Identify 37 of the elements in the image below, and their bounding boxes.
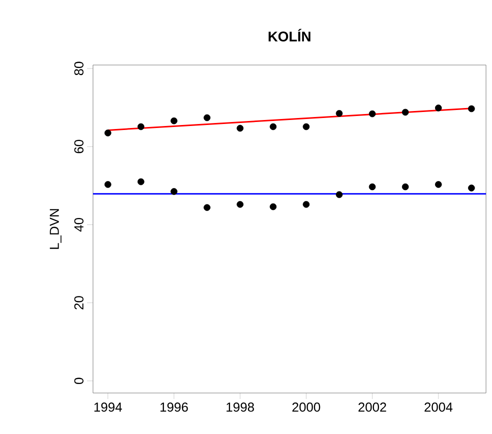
point [104,130,112,136]
y-axis-title: L_DVN [50,209,62,249]
point [468,105,475,112]
x-tick-label: 1998 [226,402,254,412]
point [302,201,310,208]
point [368,183,376,190]
point [336,110,343,117]
point [468,184,475,192]
point [402,108,409,116]
x-tick-label: 2000 [292,402,320,412]
point [435,104,442,112]
point [270,203,277,210]
point [204,114,210,122]
y-tick-label: 80 [74,62,84,76]
point [236,124,244,132]
point [368,110,376,118]
point [236,201,244,208]
point [104,181,112,188]
x-tick-label: 2004 [424,402,452,412]
x-tick-label: 1994 [94,402,122,412]
point [170,117,178,124]
y-tick-label: 20 [74,296,84,310]
point [435,181,442,188]
point [138,123,144,130]
x-tick-label: 2002 [358,402,386,412]
y-tick-label: 40 [74,218,84,232]
point [336,191,343,198]
point [204,204,210,211]
point [302,123,310,130]
chart-title: KOLÍN [268,28,310,42]
point [402,183,409,190]
y-tick-label: 60 [74,140,84,154]
point [270,123,277,130]
point [138,178,144,186]
point [170,188,178,195]
x-tick-label: 1996 [160,402,188,412]
y-tick-label: 0 [74,378,84,384]
